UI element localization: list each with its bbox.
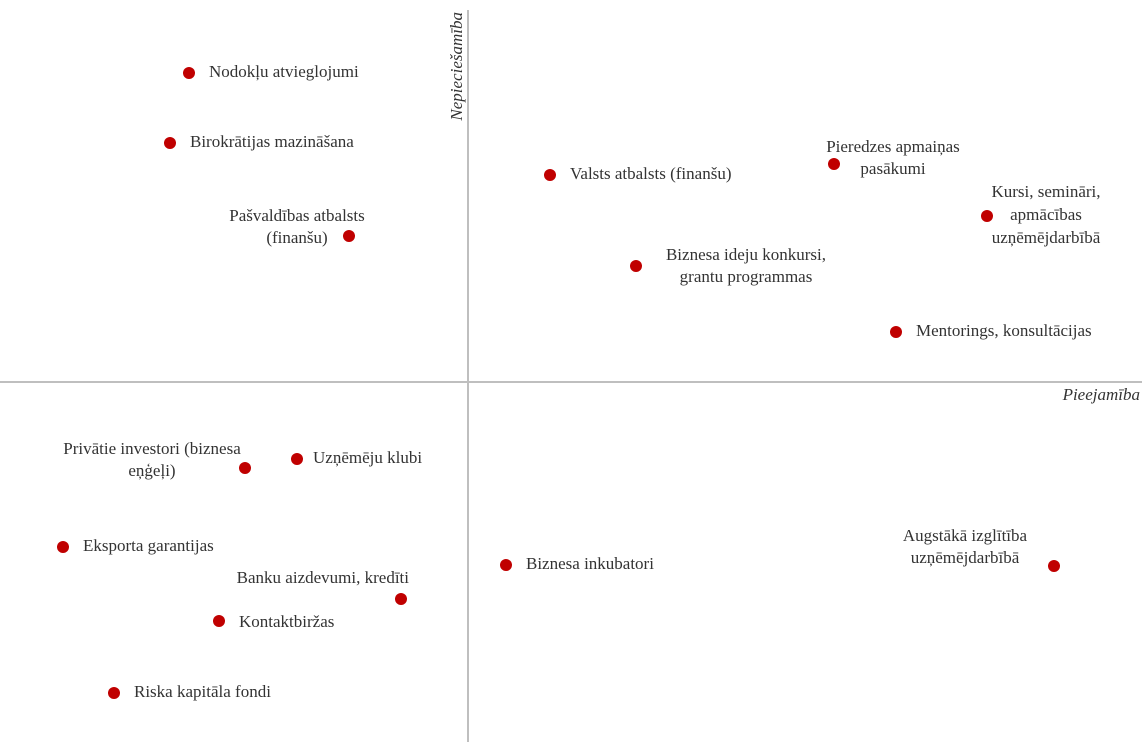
point-label: uzņēmējdarbībā [911,548,1020,567]
point-label: pasākumi [860,159,925,178]
point-label: Riska kapitāla fondi [134,682,271,701]
point-label: uzņēmējdarbībā [992,228,1101,247]
point-label: Nodokļu atvieglojumi [209,62,359,81]
point [630,260,642,272]
y-axis-label: Nepieciešamība [447,12,466,122]
point [890,326,902,338]
point [500,559,512,571]
point [213,615,225,627]
point-label: Valsts atbalsts (finanšu) [570,164,731,183]
point [291,453,303,465]
point-label: eņģeļi) [128,461,175,480]
point-label: Kontaktbiržas [239,612,334,631]
point-label: Kursi, semināri, [991,182,1100,201]
point-label: Birokrātijas mazināšana [190,132,354,151]
point-label: Banku aizdevumi, kredīti [237,568,410,587]
point [239,462,251,474]
point-label: Privātie investori (biznesa [63,439,241,458]
point [1048,560,1060,572]
point-label: Biznesa inkubatori [526,554,654,573]
point [395,593,407,605]
point-label: Pašvaldības atbalsts [229,206,365,225]
point [828,158,840,170]
point-label: Biznesa ideju konkursi, [666,245,826,264]
point-label: grantu programmas [680,267,813,286]
point-label: Mentorings, konsultācijas [916,321,1092,340]
point [57,541,69,553]
point-label: (finanšu) [266,228,327,247]
point-label: Pieredzes apmaiņas [826,137,960,156]
point [183,67,195,79]
point [164,137,176,149]
point [544,169,556,181]
point [981,210,993,222]
point [343,230,355,242]
point-label: Uzņēmēju klubi [313,448,422,467]
x-axis-label: Pieejamība [1062,385,1140,404]
point-label: Eksporta garantijas [83,536,214,555]
point [108,687,120,699]
point-label: Augstākā izglītība [903,526,1028,545]
point-label: apmācības [1010,205,1082,224]
